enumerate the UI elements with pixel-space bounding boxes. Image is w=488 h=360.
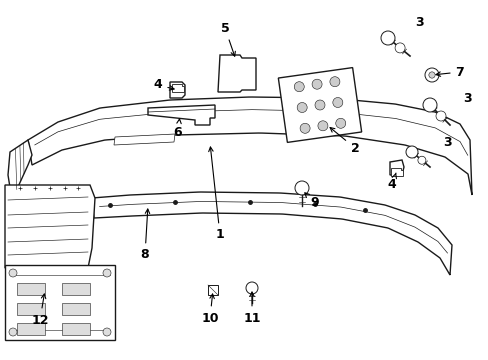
Bar (62, 303, 90, 315)
Circle shape (103, 328, 111, 336)
Text: 3: 3 (415, 15, 424, 28)
Circle shape (294, 181, 308, 195)
Bar (62, 283, 90, 295)
Text: 11: 11 (243, 292, 260, 324)
Circle shape (394, 43, 404, 53)
Text: 7: 7 (435, 66, 464, 78)
Text: 12: 12 (31, 294, 49, 327)
Polygon shape (170, 82, 184, 98)
Circle shape (335, 118, 345, 128)
Text: 5: 5 (220, 22, 235, 56)
Circle shape (9, 328, 17, 336)
Circle shape (317, 121, 327, 131)
Text: 6: 6 (173, 119, 182, 139)
Polygon shape (114, 134, 175, 145)
Circle shape (311, 79, 322, 89)
Bar (17, 303, 45, 315)
Polygon shape (92, 192, 451, 275)
Circle shape (329, 77, 339, 87)
Polygon shape (28, 97, 471, 195)
Circle shape (297, 103, 306, 113)
Circle shape (405, 146, 417, 158)
Circle shape (435, 111, 445, 121)
Polygon shape (8, 140, 32, 200)
Circle shape (103, 269, 111, 277)
Circle shape (380, 31, 394, 45)
Circle shape (417, 156, 425, 164)
Circle shape (332, 98, 342, 108)
Circle shape (422, 98, 436, 112)
Text: 4: 4 (153, 78, 174, 91)
Text: 1: 1 (208, 147, 224, 242)
Circle shape (428, 72, 434, 78)
Text: 3: 3 (443, 136, 451, 149)
Bar (5, 265, 115, 340)
Circle shape (294, 82, 304, 92)
Circle shape (314, 100, 325, 110)
Polygon shape (278, 68, 361, 143)
Bar (17, 323, 45, 335)
Text: 4: 4 (387, 173, 396, 192)
Polygon shape (389, 160, 403, 175)
Bar (17, 283, 45, 295)
Circle shape (9, 269, 17, 277)
Circle shape (300, 123, 309, 133)
Polygon shape (5, 185, 95, 268)
Polygon shape (218, 55, 256, 92)
Polygon shape (148, 105, 215, 125)
Polygon shape (390, 168, 402, 176)
Circle shape (424, 68, 438, 82)
Text: 2: 2 (329, 127, 359, 154)
Circle shape (245, 282, 258, 294)
Text: 9: 9 (304, 193, 319, 210)
Polygon shape (172, 84, 183, 92)
Bar (62, 323, 90, 335)
Text: 8: 8 (141, 209, 149, 261)
Bar (207, 285, 218, 295)
Text: 3: 3 (463, 91, 471, 104)
Text: 10: 10 (201, 294, 218, 324)
